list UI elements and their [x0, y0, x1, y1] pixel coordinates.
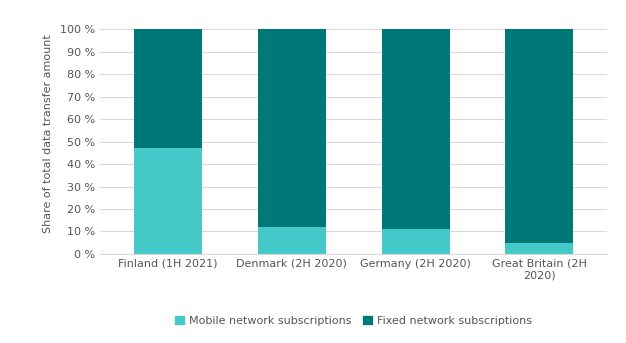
Bar [505, 243, 573, 254]
Bar [258, 29, 326, 227]
Y-axis label: Share of total data transfer amount: Share of total data transfer amount [43, 34, 53, 233]
Bar [381, 229, 449, 254]
Bar [381, 29, 449, 229]
Bar [134, 29, 202, 149]
Bar [134, 149, 202, 254]
Bar [505, 29, 573, 243]
Legend: Mobile network subscriptions, Fixed network subscriptions: Mobile network subscriptions, Fixed netw… [172, 312, 536, 329]
Bar [258, 227, 326, 254]
